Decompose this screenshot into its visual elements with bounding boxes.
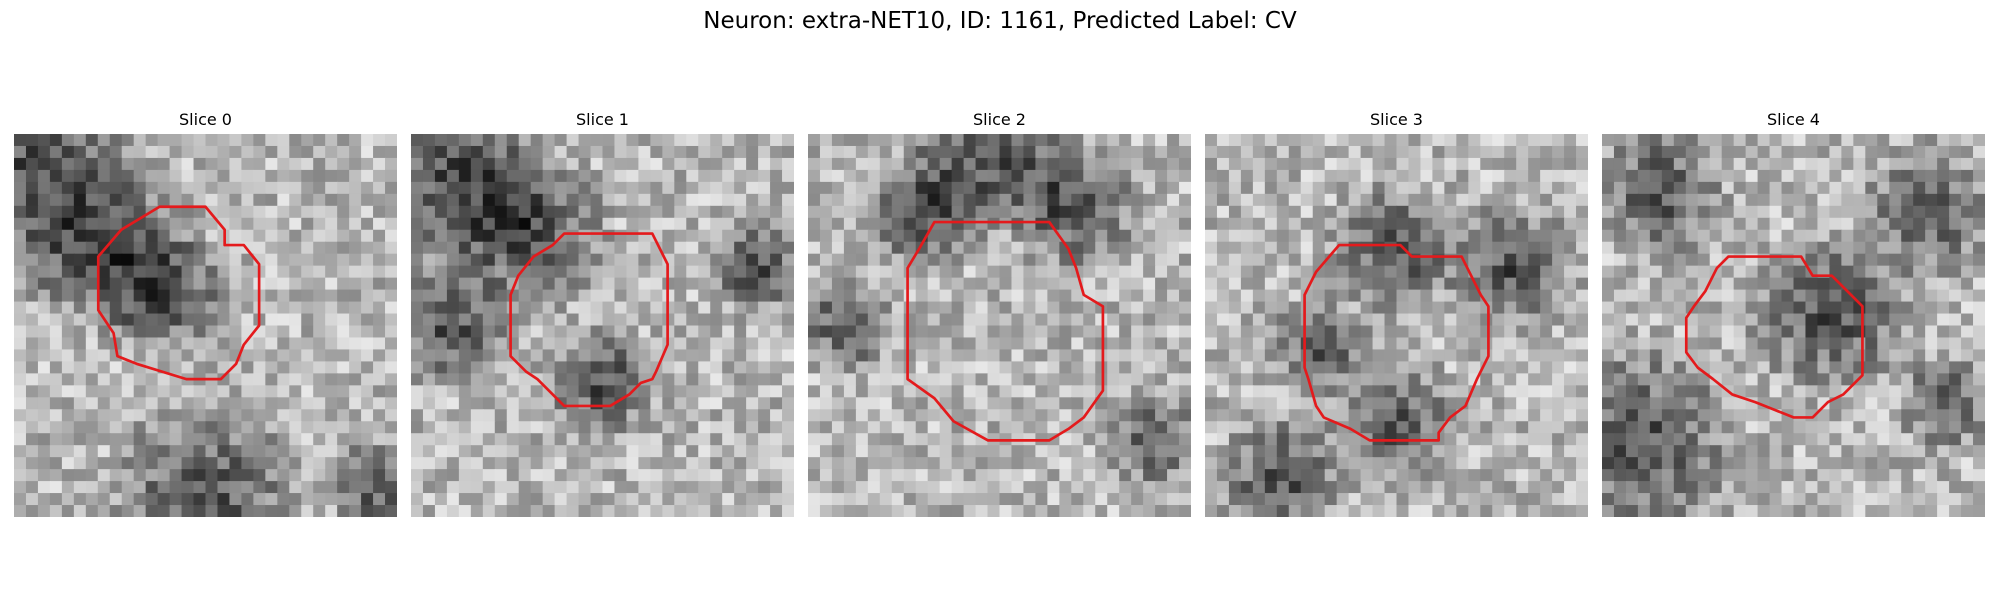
pixel-grid: [808, 134, 1191, 517]
slice-image-0: [14, 134, 397, 517]
slice-title-3: Slice 3: [1370, 110, 1423, 129]
segmentation-contour: [509, 232, 669, 408]
slice-image-3: [1205, 134, 1588, 517]
slice-title-4: Slice 4: [1767, 110, 1820, 129]
pixel-grid: [1205, 134, 1588, 517]
slice-image-2: [808, 134, 1191, 517]
slice-title-2: Slice 2: [973, 110, 1026, 129]
pixel-grid: [1602, 134, 1985, 517]
segmentation-contour: [96, 205, 261, 381]
slice-image-4: [1602, 134, 1985, 517]
slice-panel-4: Slice 4: [1602, 108, 1985, 517]
pixel-grid: [14, 134, 397, 517]
figure-title: Neuron: extra-NET10, ID: 1161, Predicted…: [703, 8, 1297, 34]
segmentation-contour: [1303, 243, 1490, 442]
slice-panel-0: Slice 0: [14, 108, 397, 517]
slice-title-0: Slice 0: [179, 110, 232, 129]
slice-title-1: Slice 1: [576, 110, 629, 129]
slice-panel-3: Slice 3: [1205, 108, 1588, 517]
slice-panel-2: Slice 2: [808, 108, 1191, 517]
segmentation-contour: [1684, 255, 1864, 419]
pixel-grid: [411, 134, 794, 517]
slice-panel-1: Slice 1: [411, 108, 794, 517]
segmentation-contour: [906, 220, 1105, 442]
slice-image-1: [411, 134, 794, 517]
